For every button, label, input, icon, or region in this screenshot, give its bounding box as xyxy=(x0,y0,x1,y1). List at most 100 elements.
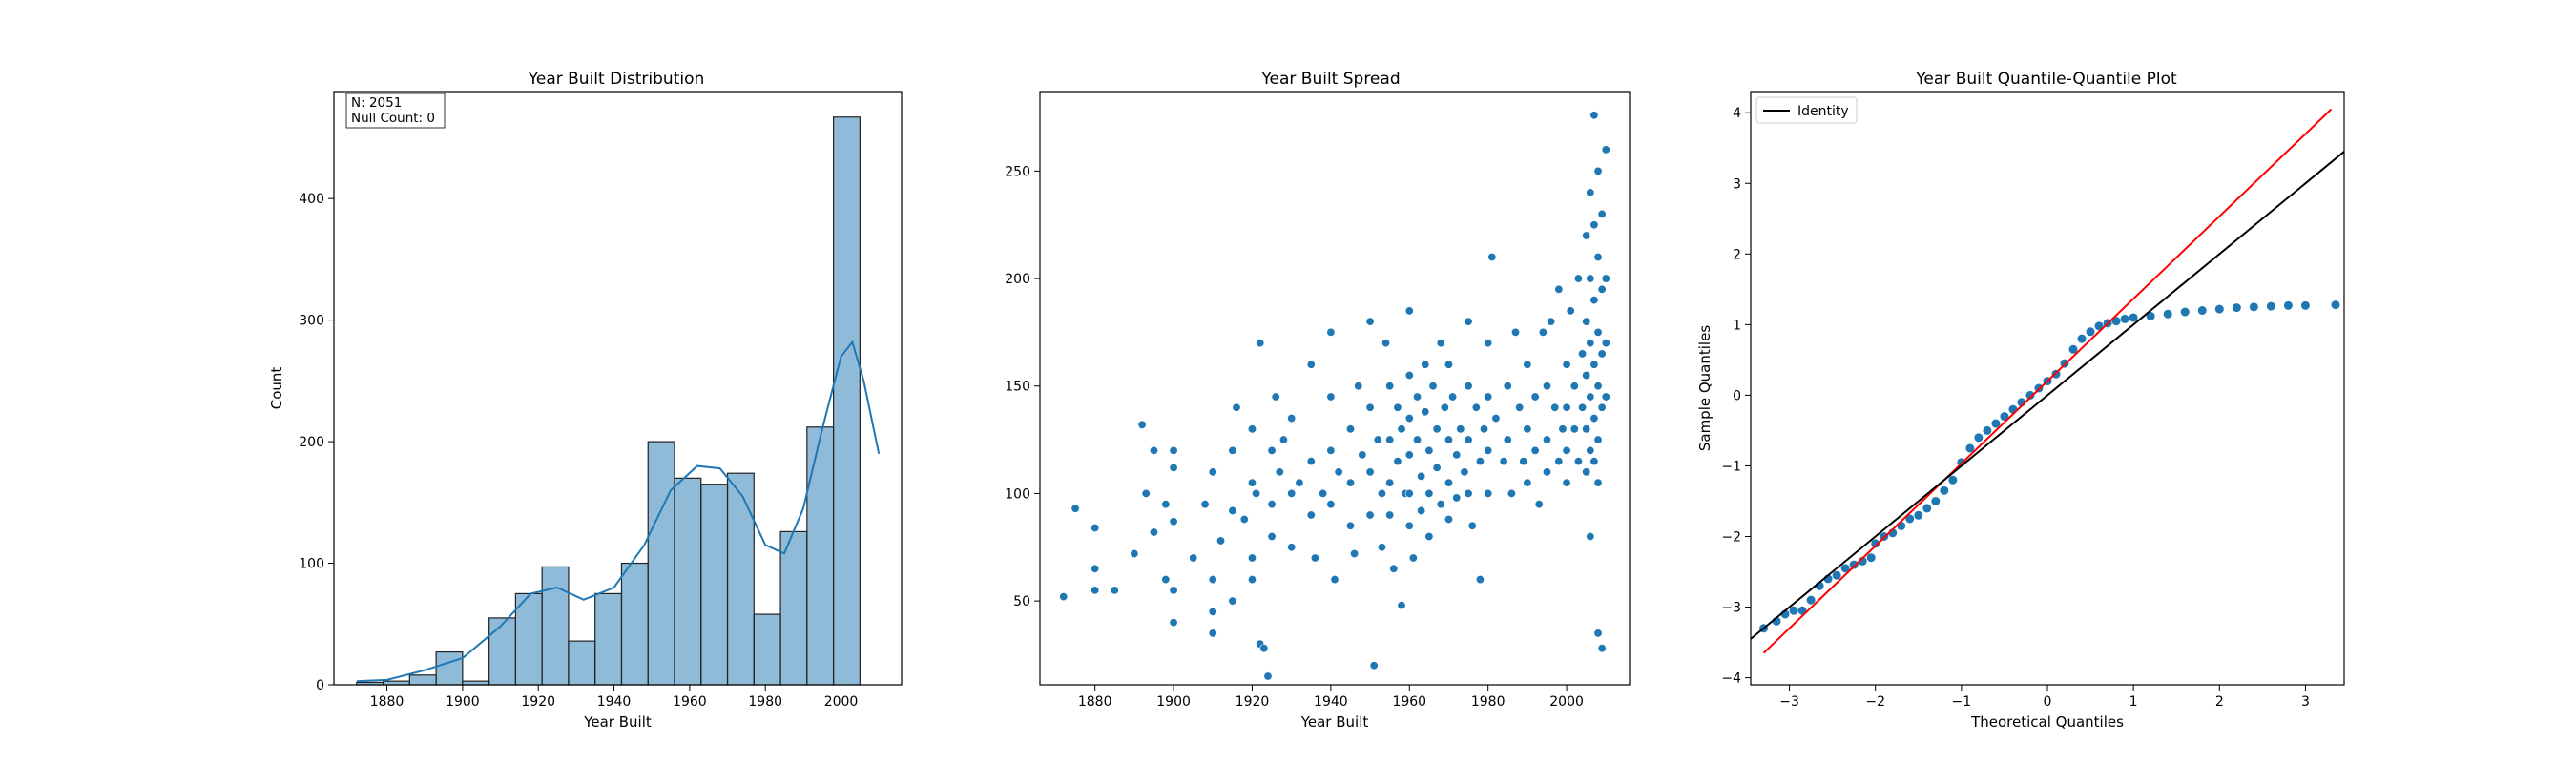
qq-x-axis-label: Theoretical Quantiles xyxy=(1970,713,2124,731)
scatter-point xyxy=(1295,478,1304,487)
scatter-point xyxy=(1345,521,1355,530)
histogram-bar xyxy=(435,650,464,686)
qq-point xyxy=(1840,564,1850,573)
qq-point xyxy=(1806,595,1816,605)
y-tick-label: −4 xyxy=(1721,671,1741,687)
scatter-point xyxy=(1566,306,1575,316)
qq-point xyxy=(2068,344,2078,354)
qq-point xyxy=(2300,300,2310,310)
scatter-point xyxy=(1350,549,1360,559)
scatter-point xyxy=(1589,296,1599,305)
scatter-point xyxy=(1569,382,1579,391)
y-tick-label: 4 xyxy=(1733,106,1741,121)
histogram-title: Year Built Distribution xyxy=(528,70,705,89)
scatter-point xyxy=(1582,317,1591,326)
x-tick-label: 2 xyxy=(2215,694,2224,710)
y-tick-label: 3 xyxy=(1733,176,1741,192)
x-tick-label: 1960 xyxy=(1392,694,1426,710)
histogram-bar xyxy=(568,640,596,686)
scatter-point xyxy=(1452,450,1462,460)
scatter-point xyxy=(1467,521,1477,530)
scatter-point xyxy=(1228,596,1237,606)
scatter-point xyxy=(1169,445,1178,455)
y-tick-label: 50 xyxy=(1013,594,1030,609)
scatter-point xyxy=(1169,517,1178,526)
scatter-point xyxy=(1287,488,1297,498)
scatter-point xyxy=(1562,445,1571,455)
qq-y-ticks: −4 −3 −2 −1 0 1 2 3 4 xyxy=(1721,106,1751,687)
scatter-point xyxy=(1208,467,1217,477)
qq-point xyxy=(2163,309,2172,319)
spread-axes-frame xyxy=(1039,91,1631,686)
scatter-point xyxy=(1404,414,1414,423)
qq-point xyxy=(1849,560,1859,569)
spread-x-axis-label: Year Built xyxy=(1300,713,1369,731)
scatter-point xyxy=(1377,543,1386,552)
histogram-bar xyxy=(806,426,835,686)
scatter-point xyxy=(1530,392,1540,402)
x-tick-label: −1 xyxy=(1952,694,1972,710)
qq-point xyxy=(2086,327,2095,337)
scatter-point xyxy=(1578,402,1588,412)
scatter-point xyxy=(1326,392,1336,402)
x-tick-label: 1940 xyxy=(1314,694,1348,710)
histogram-y-ticks: 0 100 200 300 400 xyxy=(299,192,334,693)
scatter-point xyxy=(1589,111,1599,120)
scatter-point xyxy=(1267,500,1277,509)
histogram-bar xyxy=(779,530,808,686)
qq-point xyxy=(1905,514,1915,524)
x-tick-label: 2000 xyxy=(1549,694,1584,710)
scatter-point xyxy=(1130,549,1139,559)
scatter-point xyxy=(1263,671,1273,681)
scatter-point xyxy=(1306,510,1316,520)
scatter-point xyxy=(1440,402,1449,412)
scatter-point xyxy=(1256,339,1265,348)
scatter-point xyxy=(1530,445,1540,455)
qq-axes-frame xyxy=(1750,91,2345,686)
scatter-point xyxy=(1523,360,1532,369)
scatter-point xyxy=(1149,445,1158,455)
scatter-point xyxy=(1404,306,1414,316)
scatter-point xyxy=(1110,586,1119,595)
x-tick-label: −3 xyxy=(1779,694,1799,710)
scatter-point xyxy=(1586,392,1595,402)
qq-point xyxy=(2232,303,2241,313)
scatter-point xyxy=(1589,360,1599,369)
scatter-point xyxy=(1091,523,1100,532)
scatter-point xyxy=(1597,284,1607,294)
scatter-point xyxy=(1484,392,1493,402)
scatter-point xyxy=(1558,424,1568,434)
qq-point xyxy=(2283,300,2293,310)
histogram-panel: Year Built Distribution 1880 1900 1920 1940… xyxy=(268,70,903,731)
scatter-point xyxy=(1385,510,1395,520)
x-tick-label: 1960 xyxy=(673,694,707,710)
qq-point xyxy=(1871,539,1880,548)
scatter-point xyxy=(1381,339,1391,348)
scatter-point xyxy=(1404,521,1414,530)
scatter-point xyxy=(1444,360,1453,369)
scatter-point xyxy=(1586,445,1595,455)
scatter-point xyxy=(1578,349,1588,359)
x-tick-label: 1920 xyxy=(1236,694,1270,710)
scatter-point xyxy=(1208,607,1217,616)
x-tick-label: 1900 xyxy=(1156,694,1191,710)
scatter-point xyxy=(1369,661,1379,670)
scatter-point xyxy=(1259,644,1269,653)
scatter-point xyxy=(1417,505,1426,515)
qq-fit-line xyxy=(1762,108,2333,654)
histogram-bars xyxy=(356,116,861,686)
x-tick-label: 1920 xyxy=(521,694,555,710)
scatter-point xyxy=(1228,505,1237,515)
histogram-x-ticks: 1880 1900 1920 1940 1960 1980 2000 xyxy=(370,685,858,710)
scatter-point xyxy=(1484,339,1493,348)
qq-legend: Identity xyxy=(1755,96,1858,124)
scatter-point xyxy=(1444,478,1453,487)
qq-point xyxy=(1914,510,1923,520)
qq-point xyxy=(2077,334,2087,343)
scatter-point xyxy=(1319,488,1328,498)
scatter-point xyxy=(1582,370,1591,380)
scatter-point xyxy=(1589,220,1599,230)
scatter-point xyxy=(1562,478,1571,487)
histogram-annotation-box: N: 2051 Null Count: 0 xyxy=(345,93,446,129)
histogram-bar xyxy=(541,566,570,686)
